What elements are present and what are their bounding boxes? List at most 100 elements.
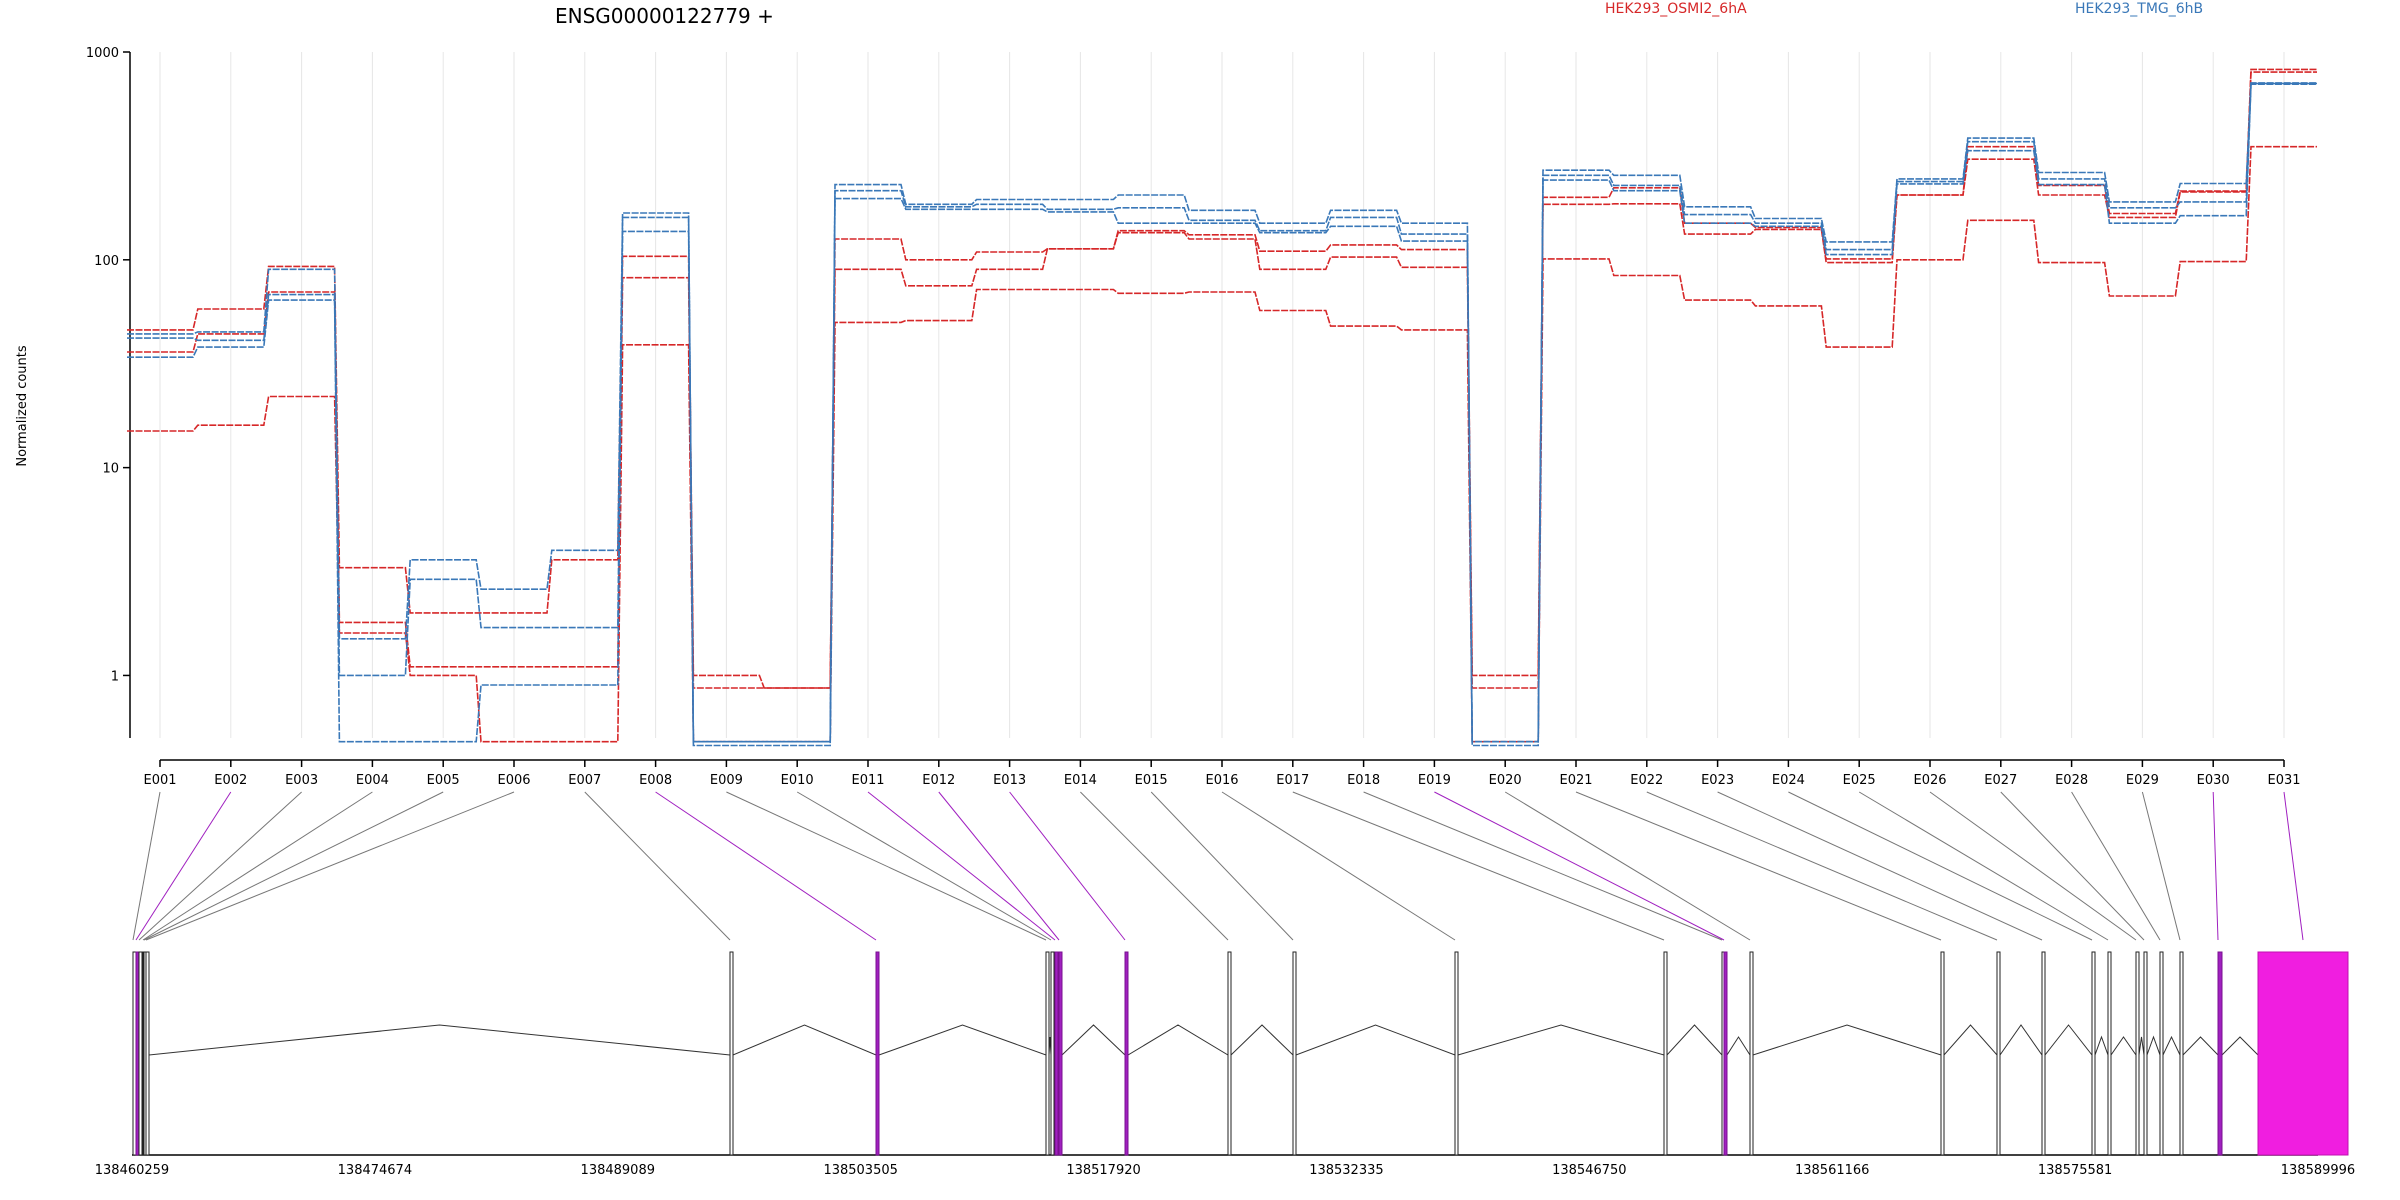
exon-connector-e021 bbox=[1575, 791, 1942, 941]
exon-box-e019 bbox=[1723, 951, 1728, 1156]
x-tick-label-e020: E020 bbox=[1489, 773, 1522, 788]
exon-connector-e008 bbox=[655, 791, 877, 941]
exon-connector-e022 bbox=[1646, 791, 1998, 941]
x-tick-label-e031: E031 bbox=[2267, 773, 2300, 788]
exon-box-e026 bbox=[2135, 951, 2140, 1156]
exon-box-e021 bbox=[1940, 951, 1945, 1156]
exon-connector-e017 bbox=[1292, 791, 1665, 941]
x-tick-label-e013: E013 bbox=[993, 773, 1026, 788]
exon-box-e031 bbox=[2257, 951, 2349, 1156]
x-tick-label-e011: E011 bbox=[851, 773, 884, 788]
exon-connector-e013 bbox=[1009, 791, 1126, 941]
x-tick-label-e007: E007 bbox=[568, 773, 601, 788]
exon-box-e024 bbox=[2091, 951, 2096, 1156]
exon-connector-e002 bbox=[135, 791, 232, 941]
exon-connector-e016 bbox=[1221, 791, 1456, 941]
exon-connector-e024 bbox=[1788, 791, 2093, 941]
x-tick-label-e026: E026 bbox=[1913, 773, 1946, 788]
x-tick-label-e017: E017 bbox=[1276, 773, 1309, 788]
x-tick-label-e028: E028 bbox=[2055, 773, 2088, 788]
exon-box-e030 bbox=[2217, 951, 2223, 1156]
x-tick-label-e021: E021 bbox=[1559, 773, 1592, 788]
exon-box-e007 bbox=[729, 951, 734, 1156]
x-tick-label-e030: E030 bbox=[2197, 773, 2230, 788]
y-tick-label-1: 1 bbox=[111, 669, 119, 684]
coordinate-tick-138517920: 138517920 bbox=[1066, 1163, 1140, 1178]
coordinate-tick-138575581: 138575581 bbox=[2038, 1163, 2112, 1178]
x-tick-label-e023: E023 bbox=[1701, 773, 1734, 788]
x-axis: E001 E002 E003 E004 E005 E006 E007 E008 E009 E010… bbox=[143, 759, 2301, 788]
x-tick-label-e019: E019 bbox=[1418, 773, 1451, 788]
x-tick-label-e004: E004 bbox=[356, 773, 389, 788]
x-tick-label-e027: E027 bbox=[1984, 773, 2017, 788]
exon-box-e003 bbox=[138, 951, 143, 1156]
series-line-2 bbox=[127, 68, 2317, 689]
exon-box-e027 bbox=[2143, 951, 2148, 1156]
exon-connector-e004 bbox=[142, 791, 373, 941]
x-tick-label-e001: E001 bbox=[143, 773, 176, 788]
exon-connector-e014 bbox=[1080, 791, 1229, 941]
exon-box-e020 bbox=[1749, 951, 1754, 1156]
y-tick-label-100: 100 bbox=[94, 254, 119, 269]
series-line-6 bbox=[127, 82, 2317, 747]
exon-connector-e003 bbox=[138, 791, 302, 941]
exon-connectors bbox=[132, 791, 2304, 941]
x-tick-label-e002: E002 bbox=[214, 773, 247, 788]
x-tick-label-e008: E008 bbox=[639, 773, 672, 788]
x-tick-label-e029: E029 bbox=[2126, 773, 2159, 788]
exon-connector-e026 bbox=[1929, 791, 2137, 941]
exon-connector-e025 bbox=[1858, 791, 2109, 941]
exon-connector-e031 bbox=[2283, 791, 2304, 941]
exon-connector-e018 bbox=[1363, 791, 1723, 941]
coordinate-tick-138474674: 138474674 bbox=[338, 1163, 412, 1178]
exon-box-e023 bbox=[2041, 951, 2046, 1156]
exon-box-e025 bbox=[2107, 951, 2112, 1156]
coordinate-tick-138503505: 138503505 bbox=[823, 1163, 897, 1178]
exon-connector-e019 bbox=[1434, 791, 1725, 941]
exon-connector-e028 bbox=[2071, 791, 2161, 941]
exon-box-e029 bbox=[2179, 951, 2184, 1156]
exon-connector-e011 bbox=[867, 791, 1056, 941]
exon-box-e022 bbox=[1996, 951, 2001, 1156]
gene-model bbox=[132, 951, 2349, 1156]
coordinate-tick-138532335: 138532335 bbox=[1309, 1163, 1383, 1178]
exon-connector-e010 bbox=[796, 791, 1052, 941]
exon-box-e010 bbox=[1050, 951, 1055, 1156]
exon-connector-e005 bbox=[143, 791, 444, 941]
exon-box-e016 bbox=[1454, 951, 1459, 1156]
x-tick-label-e006: E006 bbox=[497, 773, 530, 788]
exon-connector-e012 bbox=[938, 791, 1060, 941]
coordinate-tick-138489089: 138489089 bbox=[581, 1163, 655, 1178]
x-tick-label-e012: E012 bbox=[922, 773, 955, 788]
y-axis-label: Normalized counts bbox=[15, 345, 30, 467]
series-line-3 bbox=[127, 145, 2317, 743]
exon-box-e014 bbox=[1227, 951, 1232, 1156]
exon-box-e012 bbox=[1058, 951, 1063, 1156]
exon-box-e028 bbox=[2159, 951, 2164, 1156]
exon-box-e011 bbox=[1054, 951, 1059, 1156]
x-tick-label-e003: E003 bbox=[285, 773, 318, 788]
exon-connector-e023 bbox=[1717, 791, 2043, 941]
series-lines bbox=[127, 68, 2317, 747]
x-tick-label-e018: E018 bbox=[1347, 773, 1380, 788]
exon-connector-e001 bbox=[132, 791, 161, 941]
legend-tmg: HEK293_TMG_6hB bbox=[2075, 1, 2203, 17]
x-tick-label-e016: E016 bbox=[1205, 773, 1238, 788]
x-tick-label-e022: E022 bbox=[1630, 773, 1663, 788]
exon-connector-e020 bbox=[1504, 791, 1751, 941]
exon-box-e009 bbox=[1045, 951, 1050, 1156]
y-tick-label-1000: 1000 bbox=[86, 46, 119, 61]
coordinate-tick-138460259: 138460259 bbox=[95, 1163, 169, 1178]
exon-box-e015 bbox=[1292, 951, 1297, 1156]
x-tick-label-e014: E014 bbox=[1064, 773, 1097, 788]
exon-connector-e030 bbox=[2212, 791, 2219, 941]
series-line-5 bbox=[127, 83, 2317, 743]
coordinate-tick-138589996: 138589996 bbox=[2281, 1163, 2355, 1178]
exon-connector-e015 bbox=[1150, 791, 1294, 941]
exon-connector-e029 bbox=[2141, 791, 2181, 941]
x-tick-label-e025: E025 bbox=[1843, 773, 1876, 788]
x-tick-label-e015: E015 bbox=[1135, 773, 1168, 788]
exon-box-e006 bbox=[145, 951, 150, 1156]
x-tick-label-e009: E009 bbox=[710, 773, 743, 788]
